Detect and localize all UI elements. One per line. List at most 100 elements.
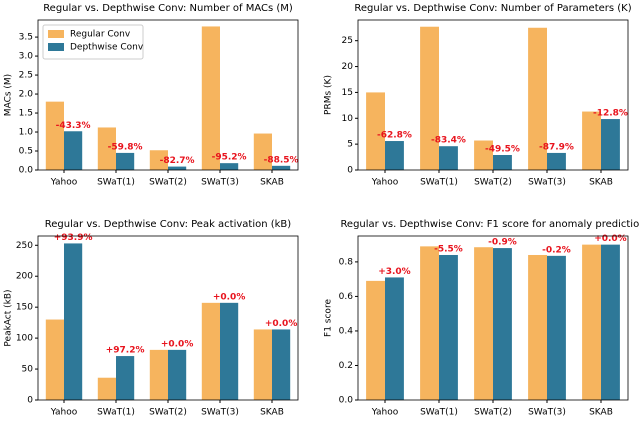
y-axis-label: PRMs (K) — [324, 75, 334, 115]
change-label: -59.8% — [108, 142, 143, 152]
x-tick-label: SWaT(3) — [201, 178, 239, 188]
y-tick-label: 0.0 — [339, 396, 354, 406]
bar — [220, 303, 238, 400]
change-label: -82.7% — [160, 156, 195, 166]
x-tick-label: Yahoo — [50, 408, 78, 418]
y-tick-label: 1.0 — [19, 128, 34, 138]
bar — [601, 119, 620, 170]
change-label: -43.3% — [56, 121, 91, 131]
x-tick-label: SKAB — [589, 178, 613, 188]
bar — [439, 146, 458, 170]
bar — [46, 320, 64, 400]
y-tick-label: 20 — [342, 62, 354, 72]
y-tick-label: 0 — [27, 396, 33, 406]
bar — [528, 255, 547, 400]
legend-swatch — [48, 30, 64, 38]
bar — [168, 350, 186, 400]
x-tick-label: SWaT(3) — [201, 408, 239, 418]
x-tick-label: SWaT(2) — [474, 408, 512, 418]
bar — [366, 281, 385, 400]
change-label: +0.0% — [213, 292, 246, 302]
y-tick-label: 0.6 — [339, 292, 354, 302]
bar — [98, 378, 116, 400]
x-tick-label: Yahoo — [371, 408, 399, 418]
bar — [493, 248, 512, 400]
bar — [420, 246, 439, 400]
subplot: Regular vs. Depthwise Conv: Number of MA… — [4, 3, 299, 188]
y-tick-label: 0.2 — [339, 361, 353, 371]
legend-label: Depthwise Conv — [70, 43, 144, 53]
change-label: -0.2% — [542, 245, 571, 255]
bar — [582, 112, 601, 170]
y-tick-label: 3.0 — [19, 52, 34, 62]
change-label: +93.9% — [54, 233, 93, 243]
x-tick-label: SWaT(1) — [97, 178, 135, 188]
y-tick-label: 0.8 — [339, 257, 354, 267]
subplot: Regular vs. Depthwise Conv: Peak activat… — [4, 219, 299, 418]
x-tick-label: SWaT(3) — [528, 178, 566, 188]
y-axis-label: MACs (M) — [4, 74, 14, 116]
x-tick-label: SWaT(2) — [149, 178, 187, 188]
x-tick-label: Yahoo — [371, 178, 399, 188]
change-label: +0.0% — [265, 319, 298, 329]
bar — [547, 153, 566, 170]
change-label: -88.5% — [264, 155, 299, 165]
bar — [420, 27, 439, 170]
legend-swatch — [48, 43, 64, 51]
change-label: -12.8% — [593, 109, 628, 119]
bar — [220, 163, 238, 170]
y-tick-label: 2.0 — [19, 90, 34, 100]
x-tick-label: SWaT(3) — [528, 408, 566, 418]
x-tick-label: SWaT(1) — [97, 408, 135, 418]
change-label: -0.9% — [488, 238, 517, 248]
change-label: -87.9% — [539, 142, 574, 152]
x-tick-label: Yahoo — [50, 178, 78, 188]
change-label: +97.2% — [106, 346, 145, 356]
y-axis-label: F1 score — [324, 299, 334, 337]
subplot: Regular vs. Depthwise Conv: Number of Pa… — [324, 3, 632, 188]
x-tick-label: SWaT(1) — [420, 178, 458, 188]
bar — [493, 155, 512, 170]
x-tick-label: SWaT(2) — [474, 178, 512, 188]
y-tick-label: 3.5 — [19, 33, 33, 43]
subplot: Regular vs. Depthwise Conv: F1 score for… — [324, 219, 640, 418]
x-tick-label: SWaT(2) — [149, 408, 187, 418]
bar — [116, 153, 134, 170]
change-label: +0.0% — [161, 339, 194, 349]
y-tick-label: 50 — [22, 365, 34, 375]
y-tick-label: 100 — [16, 334, 33, 344]
y-tick-label: 0.5 — [19, 147, 33, 157]
y-tick-label: 5 — [347, 140, 353, 150]
bar — [547, 256, 566, 400]
change-label: -62.8% — [377, 131, 412, 141]
bar — [202, 26, 220, 170]
x-tick-label: SWaT(1) — [420, 408, 458, 418]
y-tick-label: 10 — [342, 114, 354, 124]
chart-title: Regular vs. Depthwise Conv: Peak activat… — [45, 219, 292, 230]
y-tick-label: 150 — [16, 303, 33, 313]
bar — [272, 329, 290, 400]
bar — [64, 131, 82, 170]
y-tick-label: 0.0 — [19, 166, 34, 176]
x-tick-label: SKAB — [260, 178, 284, 188]
bar — [272, 166, 290, 170]
change-label: -49.5% — [485, 145, 520, 155]
bar — [150, 350, 168, 400]
bar — [385, 277, 404, 400]
change-label: -5.5% — [434, 244, 463, 254]
y-tick-label: 0.4 — [339, 326, 354, 336]
bar — [168, 167, 186, 170]
x-tick-label: SKAB — [589, 408, 613, 418]
chart-title: Regular vs. Depthwise Conv: Number of MA… — [43, 3, 293, 14]
y-tick-label: 1.5 — [19, 109, 33, 119]
bar — [116, 356, 134, 400]
bar — [439, 255, 458, 400]
y-tick-label: 0 — [347, 166, 353, 176]
y-axis-label: PeakAct (kB) — [4, 289, 14, 346]
chart-title: Regular vs. Depthwise Conv: Number of Pa… — [354, 3, 631, 14]
bar — [254, 329, 272, 400]
bar — [64, 243, 82, 400]
y-tick-label: 15 — [342, 88, 353, 98]
legend-label: Regular Conv — [70, 30, 131, 40]
